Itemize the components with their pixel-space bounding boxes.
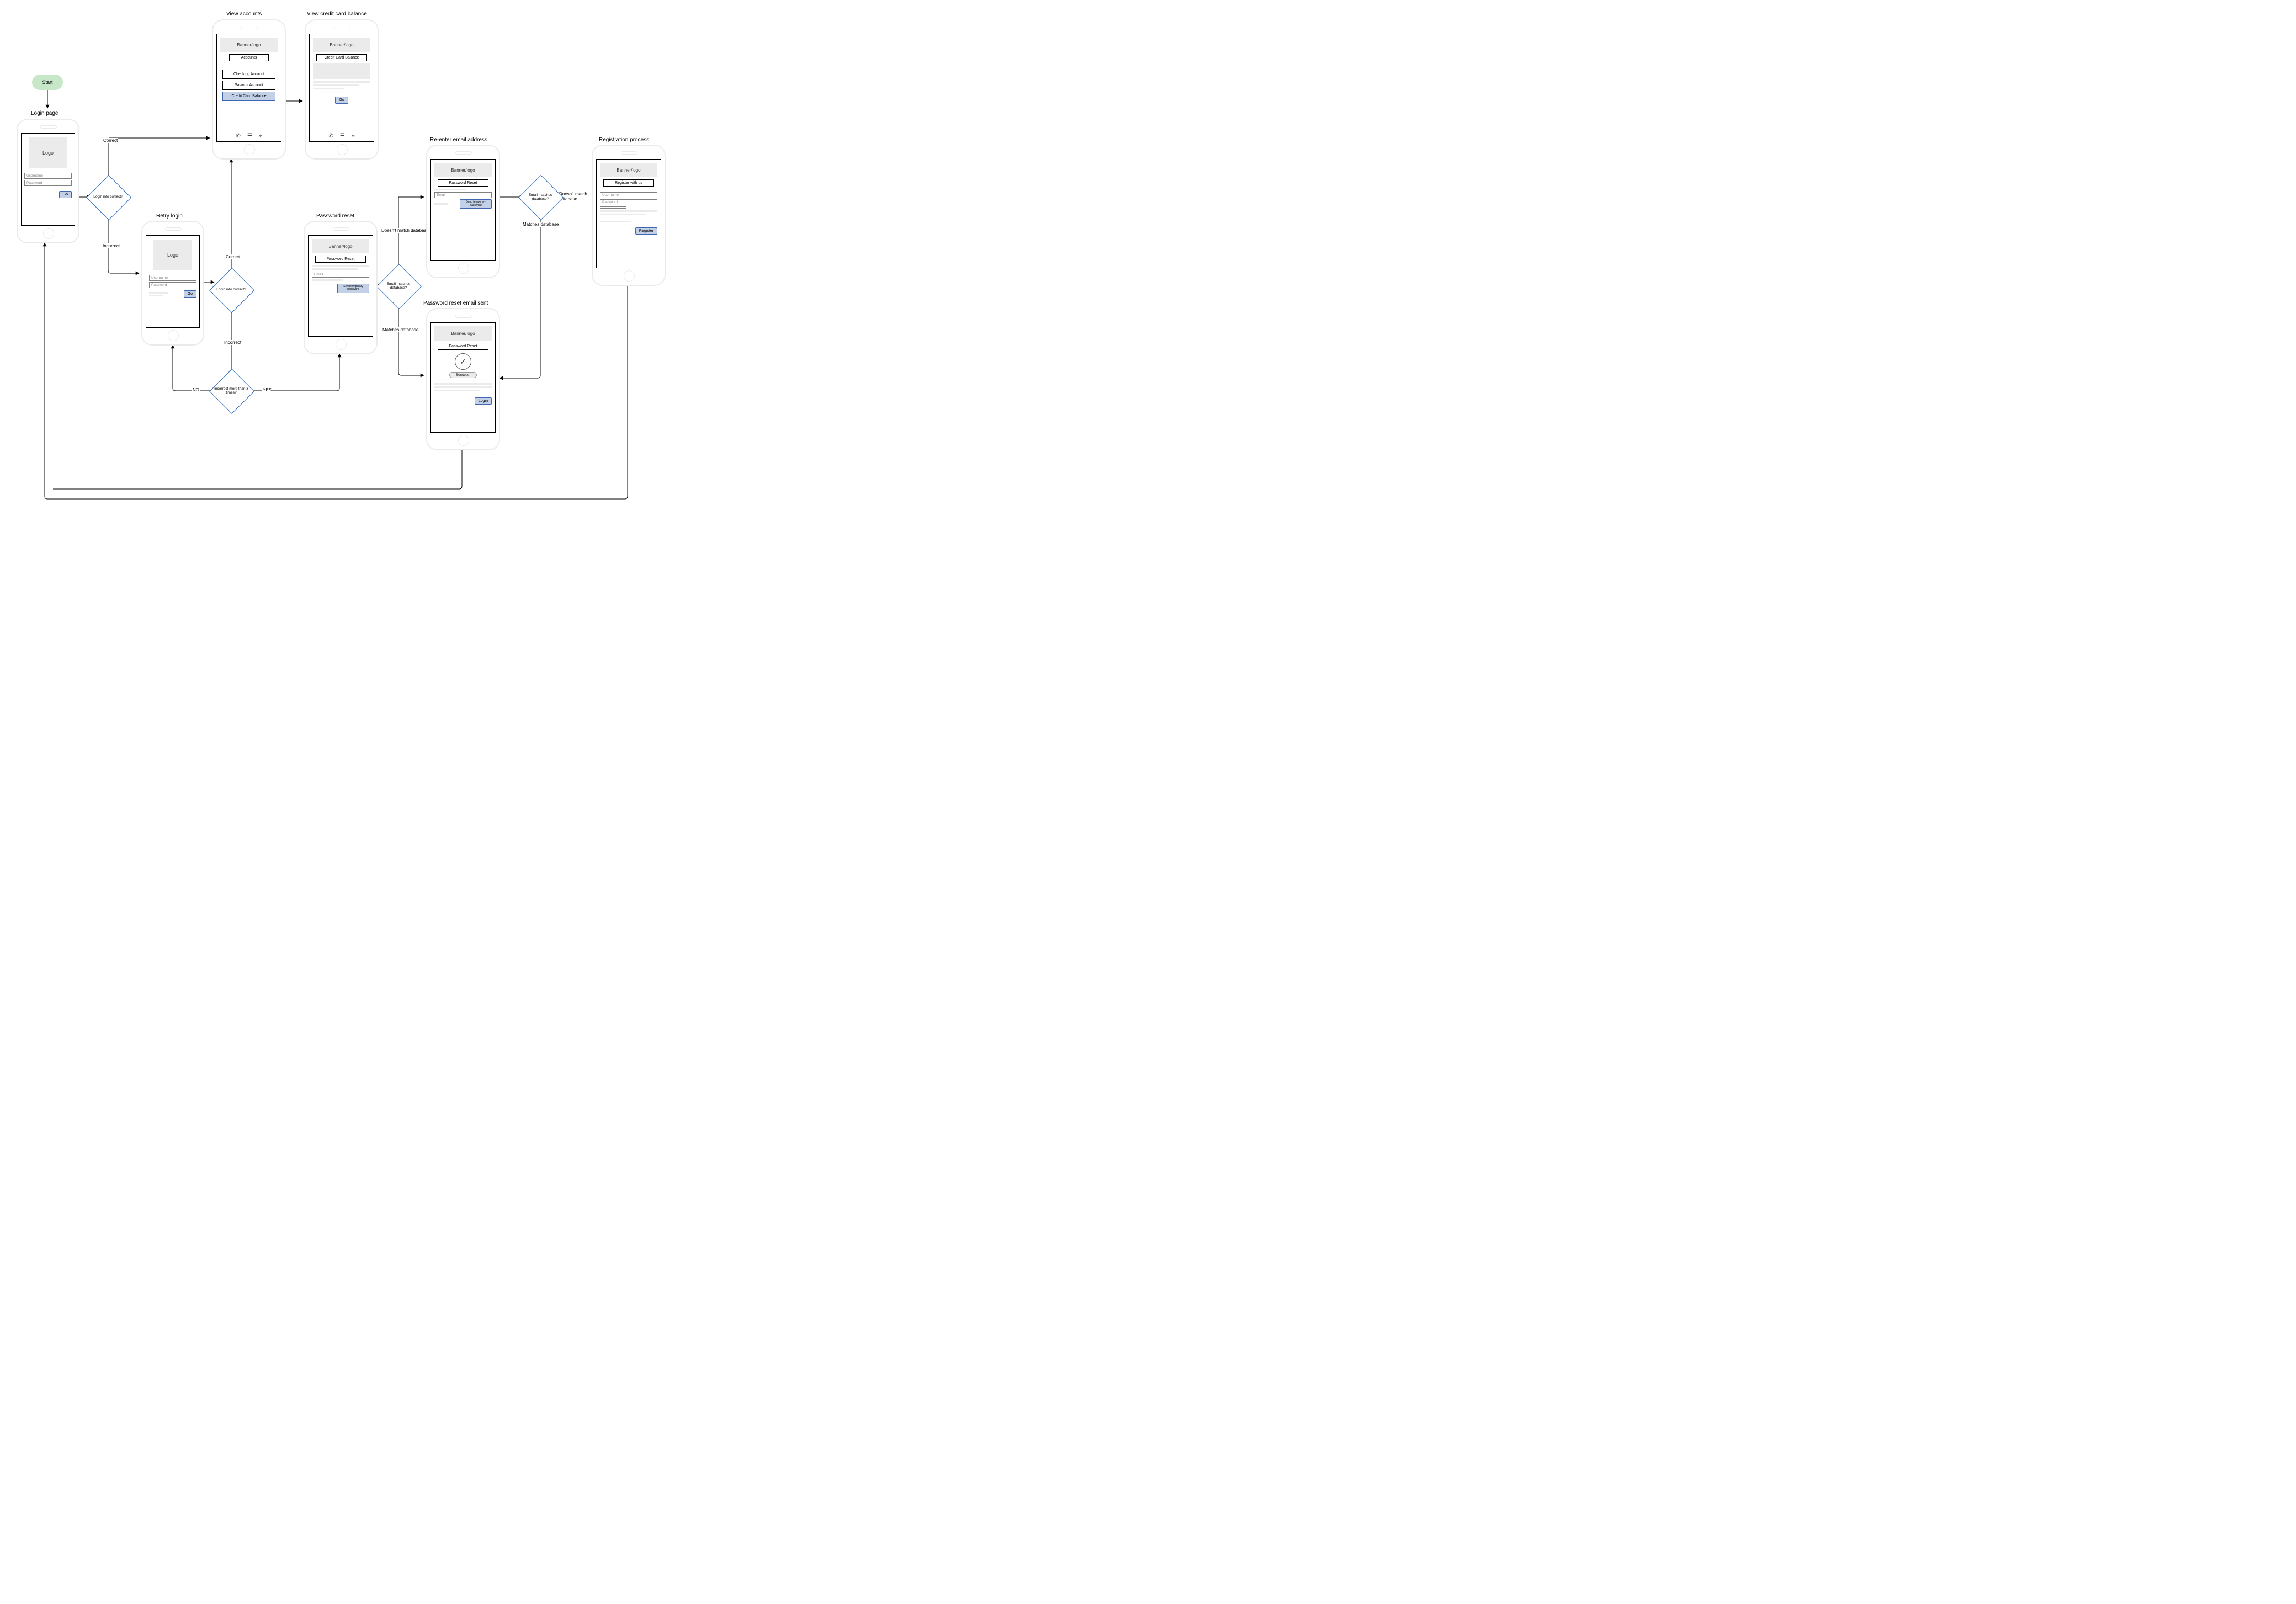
banner: Banner/logo: [600, 163, 657, 177]
placeholder-box: [313, 63, 370, 79]
send-temp-button[interactable]: Send temporary password: [460, 199, 492, 209]
banner: Banner/logo: [312, 239, 369, 253]
accounts-header: Accounts: [229, 54, 269, 61]
edge-nomatches-1: Doesn't match database: [381, 228, 429, 233]
email-field[interactable]: Email: [434, 192, 492, 198]
edge-incorrect-2: Incorrect: [224, 340, 242, 345]
bottom-icons: ✆ ☰ ⌖: [217, 133, 281, 139]
edge-nomatches-2: Doesn't match database: [559, 192, 591, 201]
decision-email-2: Email matches database?: [525, 182, 556, 213]
title-reenter: Re-enter email address: [430, 137, 487, 143]
title-accounts: View accounts: [226, 11, 262, 17]
edge-incorrect-1: Incorrect: [102, 243, 120, 248]
savings-row[interactable]: Savings Account: [222, 81, 275, 90]
decision-email-1: Email matches database?: [383, 270, 414, 301]
email-field[interactable]: Email: [312, 272, 369, 278]
banner: Banner/logo: [220, 38, 278, 52]
reg-username-field[interactable]: Username: [600, 192, 657, 198]
phone-icon[interactable]: ✆: [329, 133, 333, 139]
edge-correct-1: Correct: [103, 138, 118, 143]
ccbalance-row[interactable]: Credit Card Balance: [222, 92, 275, 101]
reg-password-field[interactable]: Password: [600, 199, 657, 205]
decision-login-1: Login info correct?: [93, 182, 124, 213]
username-field[interactable]: Username: [24, 173, 72, 179]
decision-login-2: Login info correct?: [216, 274, 247, 305]
phone-icon[interactable]: ✆: [236, 133, 241, 139]
checking-row[interactable]: Checking Account: [222, 70, 275, 79]
banner: Banner/logo: [313, 38, 370, 52]
title-pwsent: Password reset email sent: [423, 300, 488, 306]
retry-go-button[interactable]: Go: [184, 290, 196, 298]
edge-no: NO: [192, 387, 200, 392]
banner: Banner/logo: [434, 163, 492, 177]
title-creditcard: View credit card balance: [307, 11, 367, 17]
phone-pwreset: Banner/logo Password Reset Email Send te…: [304, 221, 378, 354]
phone-login: Logo Username Password Go: [17, 119, 79, 243]
menu-icon[interactable]: ☰: [340, 133, 345, 139]
phone-register: Banner/logo Register with us Username Pa…: [592, 145, 666, 286]
login-go-button[interactable]: Go: [59, 191, 72, 198]
title-register: Registration process: [599, 137, 649, 143]
banner: Banner/logo: [434, 326, 492, 341]
logo-box: Logo: [29, 137, 67, 168]
username-field[interactable]: Username: [149, 275, 196, 281]
menu-icon[interactable]: ☰: [247, 133, 252, 139]
title-login: Login page: [31, 110, 59, 116]
location-icon[interactable]: ⌖: [259, 133, 262, 139]
start-node: Start: [32, 75, 63, 90]
logo-box: Logo: [153, 240, 192, 270]
title-retry: Retry login: [156, 213, 183, 219]
success-pill: Success!: [449, 372, 477, 378]
cc-go-button[interactable]: Go: [335, 97, 348, 104]
password-field[interactable]: Password: [24, 180, 72, 186]
send-temp-button[interactable]: Send temporary password: [337, 284, 369, 293]
pwreset-header: Password Reset: [315, 256, 366, 263]
phone-accounts: Banner/logo Accounts Checking Account Sa…: [212, 19, 286, 160]
register-header: Register with us: [603, 179, 654, 187]
edge-matches-2: Matches database: [522, 222, 559, 227]
edge-matches-1: Matches database: [382, 327, 419, 332]
reg-field-4[interactable]: [600, 217, 626, 219]
phone-reenter: Banner/logo Password Reset Email Send te…: [426, 145, 500, 278]
cc-header: Credit Card Balance: [316, 54, 367, 61]
reg-field-3[interactable]: [600, 206, 626, 209]
check-icon: ✓: [455, 353, 471, 370]
pwreset-header: Password Reset: [438, 343, 488, 350]
title-pwreset: Password reset: [316, 213, 354, 219]
phone-pwsent: Banner/logo Password Reset ✓ Success! Lo…: [426, 308, 500, 450]
start-label: Start: [42, 79, 52, 85]
location-icon[interactable]: ⌖: [352, 133, 355, 139]
pwsent-login-button[interactable]: Login: [475, 397, 492, 405]
pwreset-header: Password Reset: [438, 179, 488, 187]
decision-more3: Incorrect more than 3 times?: [216, 375, 247, 406]
password-field[interactable]: Password: [149, 282, 196, 288]
bottom-icons: ✆ ☰ ⌖: [310, 133, 374, 139]
register-button[interactable]: Register: [635, 227, 657, 235]
phone-retry: Logo Username Password Go: [141, 221, 204, 346]
phone-creditcard: Banner/logo Credit Card Balance Go ✆ ☰ ⌖: [305, 19, 379, 160]
edge-correct-2: Correct: [225, 254, 241, 259]
edge-yes: YES: [262, 387, 272, 392]
